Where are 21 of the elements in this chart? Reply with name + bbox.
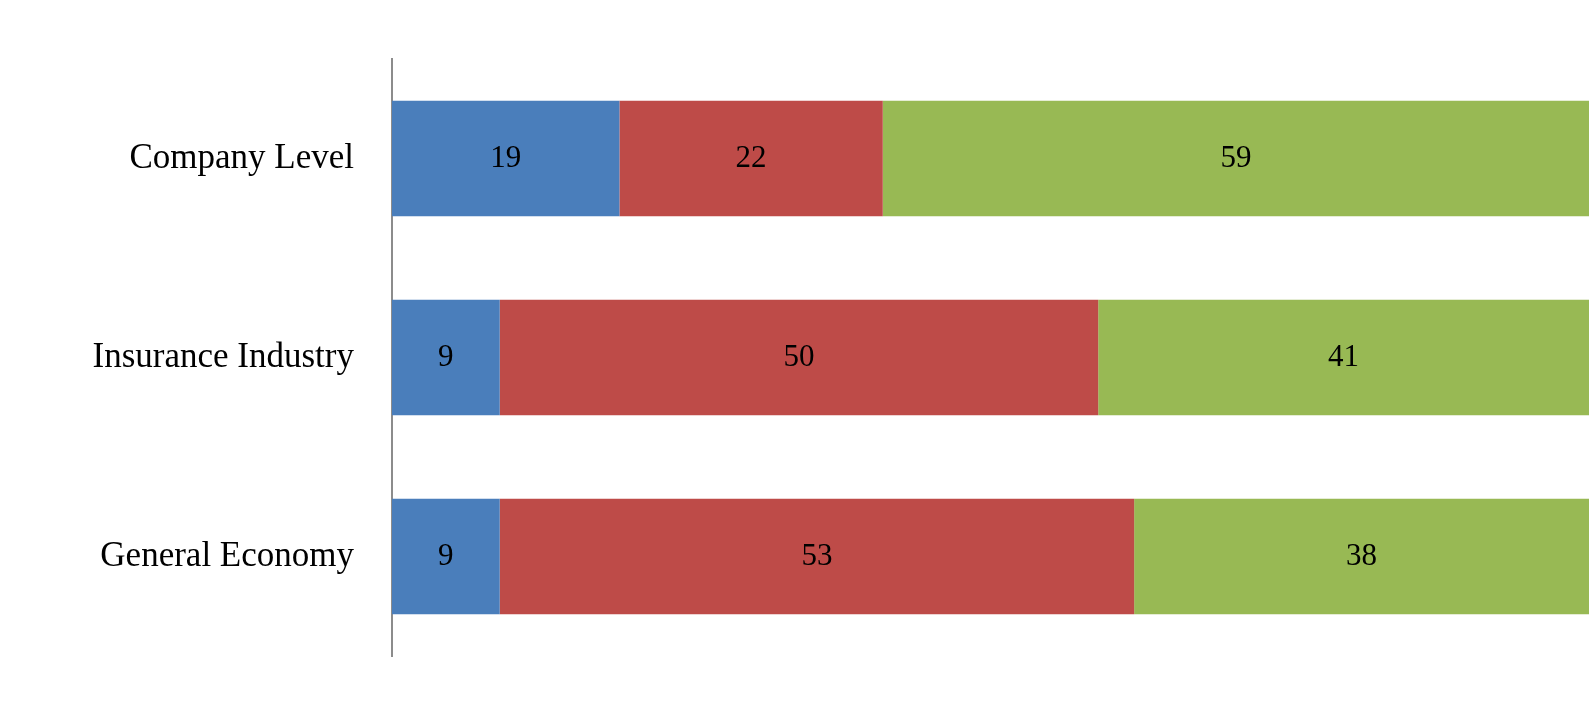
bar <box>619 100 883 217</box>
bar <box>1098 299 1589 416</box>
data-label: 59 <box>1220 138 1252 174</box>
data-label: 38 <box>1346 536 1378 572</box>
data-label: 41 <box>1328 337 1360 373</box>
bar <box>392 498 500 615</box>
bar <box>1134 498 1589 615</box>
data-label: 22 <box>735 138 767 174</box>
bar <box>499 299 1099 416</box>
data-label: 9 <box>438 337 454 373</box>
bar <box>392 100 620 217</box>
y-tick-label: Company Level <box>129 136 355 176</box>
data-label: 50 <box>783 337 815 373</box>
y-tick-label: General Economy <box>100 534 355 574</box>
bar <box>882 100 1589 217</box>
bar <box>392 299 500 416</box>
data-label: 19 <box>490 138 522 174</box>
data-label: 9 <box>438 536 454 572</box>
data-label: 53 <box>801 536 833 572</box>
y-tick-label: Insurance Industry <box>92 335 355 375</box>
bar <box>499 498 1135 615</box>
